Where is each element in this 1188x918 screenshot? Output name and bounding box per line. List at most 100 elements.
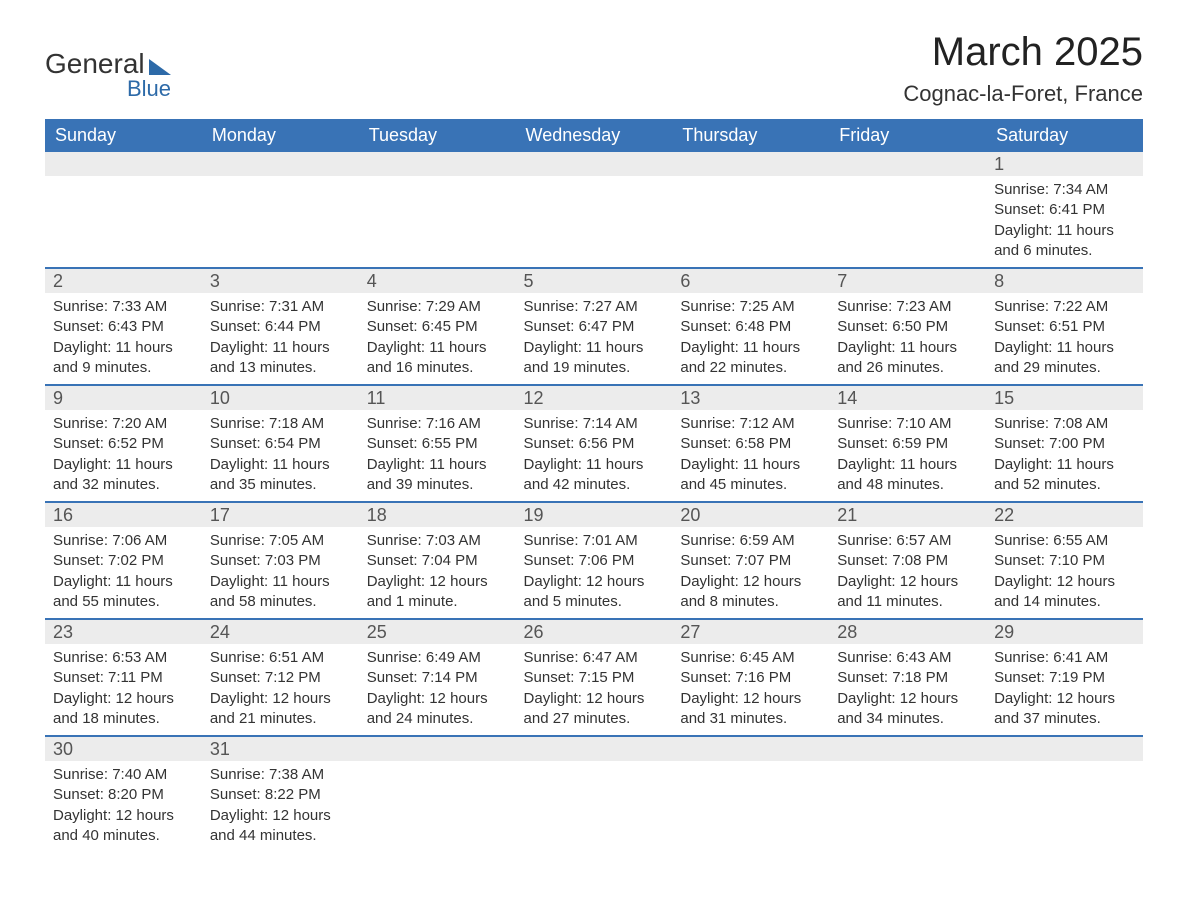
weekday-header-row: Sunday Monday Tuesday Wednesday Thursday… bbox=[45, 119, 1143, 152]
sunrise-text: Sunrise: 7:16 AM bbox=[367, 414, 508, 434]
day-number bbox=[829, 737, 986, 761]
sunrise-text: Sunrise: 7:38 AM bbox=[210, 765, 351, 785]
day-number: 22 bbox=[986, 503, 1143, 527]
day-number: 17 bbox=[202, 503, 359, 527]
day-number: 2 bbox=[45, 269, 202, 293]
day-number: 18 bbox=[359, 503, 516, 527]
daylight-text: Daylight: 11 hours and 16 minutes. bbox=[367, 338, 508, 379]
day-number: 30 bbox=[45, 737, 202, 761]
day-number: 13 bbox=[672, 386, 829, 410]
sunset-text: Sunset: 8:22 PM bbox=[210, 785, 351, 805]
calendar-table: Sunday Monday Tuesday Wednesday Thursday… bbox=[45, 119, 1143, 852]
day-body: Sunrise: 7:14 AMSunset: 6:56 PMDaylight:… bbox=[516, 410, 673, 501]
day-body: Sunrise: 7:25 AMSunset: 6:48 PMDaylight:… bbox=[672, 293, 829, 384]
logo-text-1: General bbox=[45, 50, 145, 78]
day-cell: 26Sunrise: 6:47 AMSunset: 7:15 PMDayligh… bbox=[516, 619, 673, 736]
day-number: 7 bbox=[829, 269, 986, 293]
day-number: 23 bbox=[45, 620, 202, 644]
sunrise-text: Sunrise: 6:55 AM bbox=[994, 531, 1135, 551]
day-cell bbox=[672, 152, 829, 268]
daylight-text: Daylight: 11 hours and 58 minutes. bbox=[210, 572, 351, 613]
sunrise-text: Sunrise: 7:08 AM bbox=[994, 414, 1135, 434]
day-body bbox=[672, 761, 829, 821]
day-body: Sunrise: 7:23 AMSunset: 6:50 PMDaylight:… bbox=[829, 293, 986, 384]
daylight-text: Daylight: 12 hours and 37 minutes. bbox=[994, 689, 1135, 730]
col-tuesday: Tuesday bbox=[359, 119, 516, 152]
day-body: Sunrise: 7:20 AMSunset: 6:52 PMDaylight:… bbox=[45, 410, 202, 501]
week-row: 2Sunrise: 7:33 AMSunset: 6:43 PMDaylight… bbox=[45, 268, 1143, 385]
day-cell: 24Sunrise: 6:51 AMSunset: 7:12 PMDayligh… bbox=[202, 619, 359, 736]
sunset-text: Sunset: 6:51 PM bbox=[994, 317, 1135, 337]
day-number: 20 bbox=[672, 503, 829, 527]
day-cell: 20Sunrise: 6:59 AMSunset: 7:07 PMDayligh… bbox=[672, 502, 829, 619]
day-cell: 29Sunrise: 6:41 AMSunset: 7:19 PMDayligh… bbox=[986, 619, 1143, 736]
col-thursday: Thursday bbox=[672, 119, 829, 152]
daylight-text: Daylight: 12 hours and 27 minutes. bbox=[524, 689, 665, 730]
daylight-text: Daylight: 11 hours and 48 minutes. bbox=[837, 455, 978, 496]
sunset-text: Sunset: 7:18 PM bbox=[837, 668, 978, 688]
day-cell bbox=[829, 152, 986, 268]
week-row: 23Sunrise: 6:53 AMSunset: 7:11 PMDayligh… bbox=[45, 619, 1143, 736]
day-body bbox=[986, 761, 1143, 821]
day-body: Sunrise: 6:51 AMSunset: 7:12 PMDaylight:… bbox=[202, 644, 359, 735]
day-number: 27 bbox=[672, 620, 829, 644]
day-body: Sunrise: 7:29 AMSunset: 6:45 PMDaylight:… bbox=[359, 293, 516, 384]
sunrise-text: Sunrise: 7:40 AM bbox=[53, 765, 194, 785]
location: Cognac-la-Foret, France bbox=[903, 81, 1143, 107]
day-cell: 7Sunrise: 7:23 AMSunset: 6:50 PMDaylight… bbox=[829, 268, 986, 385]
col-monday: Monday bbox=[202, 119, 359, 152]
day-body: Sunrise: 6:59 AMSunset: 7:07 PMDaylight:… bbox=[672, 527, 829, 618]
sunrise-text: Sunrise: 7:01 AM bbox=[524, 531, 665, 551]
day-cell bbox=[359, 152, 516, 268]
week-row: 30Sunrise: 7:40 AMSunset: 8:20 PMDayligh… bbox=[45, 736, 1143, 852]
sunrise-text: Sunrise: 7:05 AM bbox=[210, 531, 351, 551]
daylight-text: Daylight: 11 hours and 35 minutes. bbox=[210, 455, 351, 496]
sunrise-text: Sunrise: 7:06 AM bbox=[53, 531, 194, 551]
day-body: Sunrise: 7:01 AMSunset: 7:06 PMDaylight:… bbox=[516, 527, 673, 618]
sunrise-text: Sunrise: 6:57 AM bbox=[837, 531, 978, 551]
day-cell bbox=[359, 736, 516, 852]
sunrise-text: Sunrise: 6:49 AM bbox=[367, 648, 508, 668]
daylight-text: Daylight: 11 hours and 45 minutes. bbox=[680, 455, 821, 496]
sunrise-text: Sunrise: 6:51 AM bbox=[210, 648, 351, 668]
day-body: Sunrise: 6:41 AMSunset: 7:19 PMDaylight:… bbox=[986, 644, 1143, 735]
sunrise-text: Sunrise: 6:41 AM bbox=[994, 648, 1135, 668]
sunset-text: Sunset: 7:07 PM bbox=[680, 551, 821, 571]
day-cell bbox=[516, 736, 673, 852]
day-number: 1 bbox=[986, 152, 1143, 176]
daylight-text: Daylight: 11 hours and 19 minutes. bbox=[524, 338, 665, 379]
daylight-text: Daylight: 12 hours and 14 minutes. bbox=[994, 572, 1135, 613]
week-row: 1Sunrise: 7:34 AMSunset: 6:41 PMDaylight… bbox=[45, 152, 1143, 268]
sunset-text: Sunset: 7:08 PM bbox=[837, 551, 978, 571]
sunset-text: Sunset: 8:20 PM bbox=[53, 785, 194, 805]
day-number: 26 bbox=[516, 620, 673, 644]
daylight-text: Daylight: 11 hours and 55 minutes. bbox=[53, 572, 194, 613]
sunrise-text: Sunrise: 7:34 AM bbox=[994, 180, 1135, 200]
logo-text-2: Blue bbox=[127, 78, 171, 100]
sunset-text: Sunset: 6:44 PM bbox=[210, 317, 351, 337]
sunset-text: Sunset: 7:03 PM bbox=[210, 551, 351, 571]
day-cell: 8Sunrise: 7:22 AMSunset: 6:51 PMDaylight… bbox=[986, 268, 1143, 385]
day-cell: 31Sunrise: 7:38 AMSunset: 8:22 PMDayligh… bbox=[202, 736, 359, 852]
daylight-text: Daylight: 12 hours and 31 minutes. bbox=[680, 689, 821, 730]
day-number bbox=[359, 737, 516, 761]
daylight-text: Daylight: 11 hours and 13 minutes. bbox=[210, 338, 351, 379]
day-body: Sunrise: 7:18 AMSunset: 6:54 PMDaylight:… bbox=[202, 410, 359, 501]
sunset-text: Sunset: 6:50 PM bbox=[837, 317, 978, 337]
sunset-text: Sunset: 7:19 PM bbox=[994, 668, 1135, 688]
day-number bbox=[829, 152, 986, 176]
day-body: Sunrise: 7:40 AMSunset: 8:20 PMDaylight:… bbox=[45, 761, 202, 852]
sunrise-text: Sunrise: 7:29 AM bbox=[367, 297, 508, 317]
day-number: 31 bbox=[202, 737, 359, 761]
day-cell: 18Sunrise: 7:03 AMSunset: 7:04 PMDayligh… bbox=[359, 502, 516, 619]
day-body: Sunrise: 7:34 AMSunset: 6:41 PMDaylight:… bbox=[986, 176, 1143, 267]
daylight-text: Daylight: 11 hours and 26 minutes. bbox=[837, 338, 978, 379]
sunset-text: Sunset: 7:14 PM bbox=[367, 668, 508, 688]
daylight-text: Daylight: 12 hours and 24 minutes. bbox=[367, 689, 508, 730]
day-number: 6 bbox=[672, 269, 829, 293]
day-cell bbox=[986, 736, 1143, 852]
col-friday: Friday bbox=[829, 119, 986, 152]
sunset-text: Sunset: 7:06 PM bbox=[524, 551, 665, 571]
daylight-text: Daylight: 11 hours and 32 minutes. bbox=[53, 455, 194, 496]
daylight-text: Daylight: 11 hours and 39 minutes. bbox=[367, 455, 508, 496]
